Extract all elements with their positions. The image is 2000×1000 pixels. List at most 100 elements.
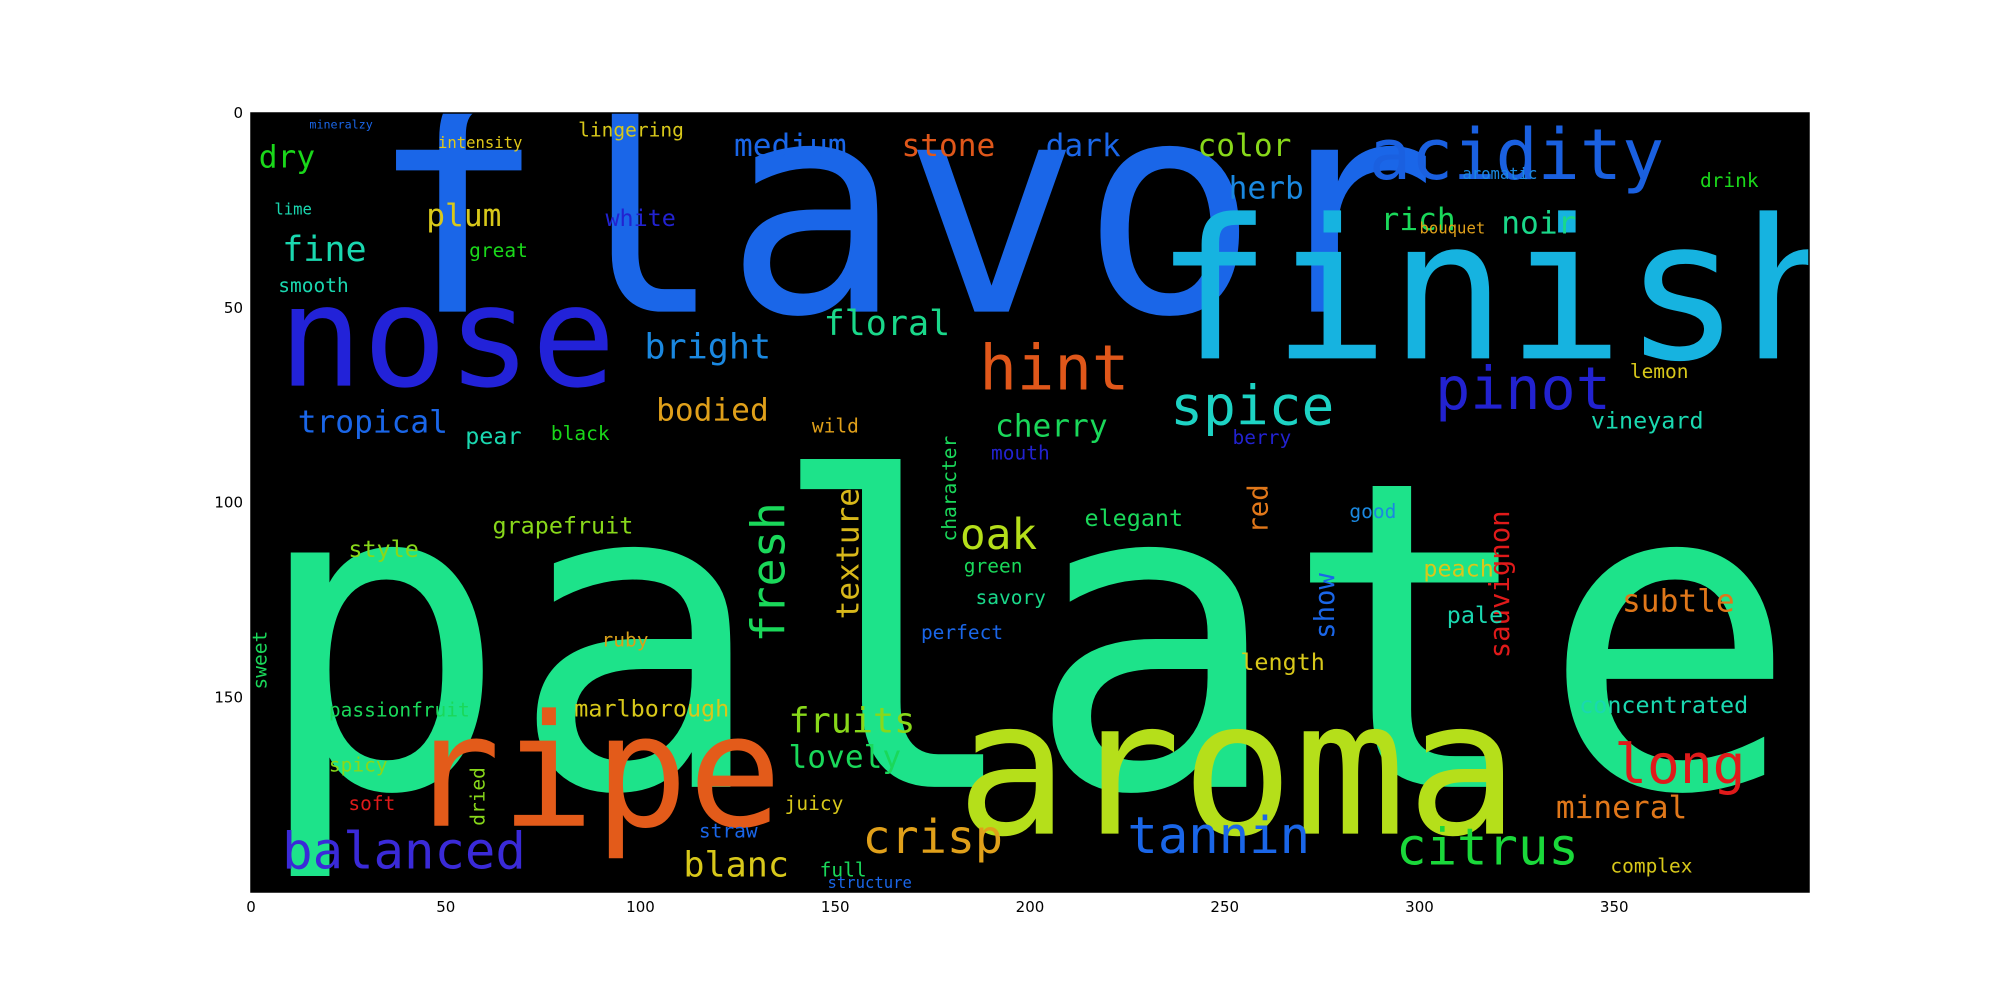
word-spicy: spicy	[329, 753, 388, 776]
word-vineyard: vineyard	[1591, 406, 1704, 434]
word-red: red	[1244, 484, 1275, 533]
x-tick-label: 300	[1405, 898, 1434, 916]
word-passionfruit: passionfruit	[329, 699, 470, 722]
word-character: character	[938, 436, 961, 542]
word-spice: spice	[1170, 374, 1334, 438]
word-ripe: ripe	[407, 681, 782, 863]
word-lingering: lingering	[578, 118, 684, 141]
word-concentrated: concentrated	[1579, 691, 1748, 719]
word-citrus: citrus	[1396, 818, 1579, 877]
word-pear: pear	[465, 422, 521, 450]
word-fresh: fresh	[743, 502, 797, 643]
word-style: style	[348, 535, 418, 563]
word-smooth: smooth	[278, 274, 348, 297]
y-tick-label: 0	[233, 104, 243, 122]
word-bouquet: bouquet	[1420, 220, 1486, 238]
x-tick-label: 50	[436, 898, 455, 916]
word-tannin: tannin	[1127, 806, 1310, 865]
word-structure: structure	[827, 874, 912, 892]
x-tick-label: 350	[1600, 898, 1629, 916]
word-sweet: sweet	[249, 631, 272, 690]
word-grapefruit: grapefruit	[492, 512, 633, 540]
word-sauvignon: sauvignon	[1485, 510, 1516, 658]
word-length: length	[1240, 648, 1325, 676]
word-pinot: pinot	[1435, 355, 1611, 423]
word-stone: stone	[901, 128, 995, 164]
word-juicy: juicy	[785, 792, 844, 815]
word-perfect: perfect	[921, 621, 1003, 644]
word-peach: peach	[1423, 555, 1493, 583]
word-long: long	[1614, 732, 1745, 796]
word-straw: straw	[699, 819, 758, 842]
word-fruits: fruits	[789, 700, 916, 741]
plot-area	[251, 113, 1809, 892]
word-drink: drink	[1700, 169, 1759, 192]
word-show: show	[1310, 573, 1341, 639]
word-rich: rich	[1381, 202, 1456, 238]
word-palate: palate	[251, 390, 1799, 889]
y-tick-label: 100	[214, 494, 243, 512]
word-dried: dried	[467, 767, 490, 826]
word-herb: herb	[1229, 171, 1304, 207]
word-finish: finish	[1155, 177, 1859, 404]
word-mineral: mineral	[1556, 790, 1687, 826]
word-tropical: tropical	[298, 404, 448, 440]
word-aromatic: aromatic	[1462, 165, 1537, 183]
word-full: full	[820, 858, 867, 881]
x-tick-label: 250	[1210, 898, 1239, 916]
x-axis: 0 50 100 150 200 250 300 350	[246, 886, 1629, 916]
word-bodied: bodied	[656, 393, 769, 429]
word-plum: plum	[426, 198, 501, 234]
word-dry: dry	[259, 140, 315, 176]
word-noir: noir	[1501, 206, 1576, 242]
word-lime: lime	[274, 200, 312, 218]
word-great: great	[469, 239, 528, 262]
word-savory: savory	[975, 586, 1045, 609]
word-color: color	[1197, 128, 1291, 164]
word-good: good	[1349, 500, 1396, 523]
word-elegant: elegant	[1085, 504, 1184, 532]
word-green: green	[964, 555, 1023, 578]
word-lemon: lemon	[1630, 360, 1689, 383]
word-floral: floral	[824, 303, 951, 344]
word-blanc: blanc	[683, 844, 789, 885]
y-tick-label: 50	[224, 299, 243, 317]
word-oak: oak	[960, 510, 1038, 560]
word-aroma: aroma	[956, 661, 1519, 879]
word-crisp: crisp	[863, 811, 1004, 865]
x-tick-label: 0	[246, 898, 256, 916]
word-mineralzy: mineralzy	[309, 118, 372, 132]
word-acidity: acidity	[1369, 114, 1664, 196]
word-fine: fine	[282, 229, 366, 270]
x-tick-label: 200	[1016, 898, 1045, 916]
word-nose: nose	[278, 257, 616, 420]
word-marlborough: marlborough	[574, 695, 729, 723]
word-cherry: cherry	[995, 408, 1108, 444]
word-soft: soft	[348, 792, 395, 815]
word-subtle: subtle	[1622, 584, 1735, 620]
plot-frame	[250, 112, 1810, 893]
x-tick-label: 150	[821, 898, 850, 916]
word-lovely: lovely	[789, 739, 902, 775]
word-wild: wild	[812, 414, 859, 437]
y-axis: 0 50 100 150	[214, 104, 257, 706]
word-mouth: mouth	[991, 442, 1050, 465]
word-hint: hint	[979, 332, 1129, 405]
word-intensity: intensity	[438, 134, 522, 152]
word-dark: dark	[1046, 128, 1121, 164]
word-ruby: ruby	[602, 629, 649, 652]
word-black: black	[551, 422, 610, 445]
word-texture: texture	[831, 488, 867, 619]
word-bright: bright	[644, 326, 771, 367]
word-complex: complex	[1610, 855, 1692, 878]
word-balanced: balanced	[282, 822, 526, 881]
word-pale: pale	[1447, 601, 1503, 629]
word-flavor: flavor	[368, 37, 1437, 382]
word-berry: berry	[1233, 426, 1292, 449]
word-medium: medium	[734, 128, 847, 164]
word-white: white	[605, 204, 675, 232]
y-tick-label: 150	[214, 688, 243, 706]
x-tick-label: 100	[626, 898, 655, 916]
